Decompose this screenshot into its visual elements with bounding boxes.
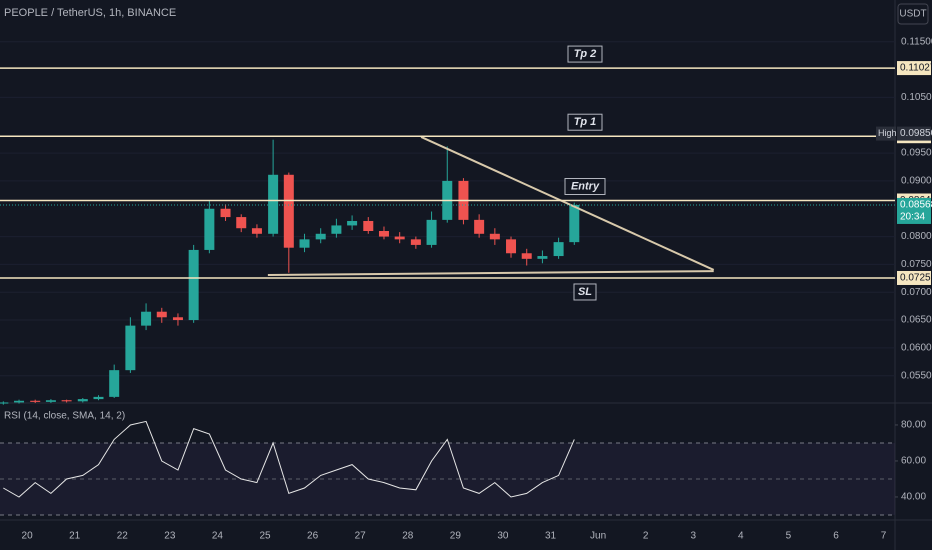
x-tick-label: 5	[786, 531, 792, 542]
candle-body	[331, 225, 342, 234]
x-tick-label: 20	[22, 531, 34, 542]
x-tick-label: 27	[355, 531, 367, 542]
high-price-box	[897, 126, 931, 141]
candle-body	[125, 325, 136, 371]
x-tick-label: Jun	[590, 531, 606, 542]
level-price-box	[897, 270, 931, 285]
candle-body	[489, 233, 500, 240]
y-tick-label: 40.00	[901, 492, 926, 503]
candle-body	[537, 256, 548, 259]
level-price-box	[897, 61, 931, 76]
currency-button[interactable]	[897, 3, 929, 25]
candle-body	[506, 239, 517, 254]
candle-body	[347, 220, 358, 226]
candle-body	[569, 204, 580, 243]
x-tick-label: 3	[690, 531, 696, 542]
x-tick-label: 23	[164, 531, 176, 542]
x-tick-label: 6	[833, 531, 839, 542]
candle-body	[188, 249, 199, 321]
rsi-title: RSI (14, close, SMA, 14, 2)	[4, 411, 125, 422]
candle-body	[45, 400, 56, 402]
candle-body	[61, 400, 72, 402]
candle-body	[363, 220, 374, 232]
level-price: 0.11027	[900, 63, 932, 74]
candle-body	[553, 242, 564, 257]
high-label: High	[878, 128, 897, 138]
trendline	[420, 136, 715, 271]
candle-body	[378, 231, 389, 237]
candle-body	[236, 217, 247, 229]
candle-body	[283, 174, 294, 248]
level-label: Tp 2	[574, 48, 597, 60]
x-tick-label: 22	[117, 531, 129, 542]
level-label: Entry	[571, 180, 600, 192]
candle-body	[77, 399, 88, 402]
candle-body	[410, 239, 421, 245]
symbol-title: PEOPLE / TetherUS, 1h, BINANCE	[4, 7, 176, 19]
rsi-line	[3, 420, 575, 498]
last-price-box	[897, 197, 931, 224]
countdown: 20:34	[900, 212, 925, 223]
candle-body	[521, 253, 532, 259]
high-box	[876, 126, 896, 141]
x-tick-label: 29	[450, 531, 462, 542]
candle-body	[299, 239, 310, 248]
level-label-box	[564, 177, 606, 195]
y-tick-label: 0.05500	[901, 370, 932, 381]
level-label: SL	[578, 286, 592, 298]
candle-body	[93, 396, 104, 400]
candle-body	[220, 208, 231, 218]
x-tick-label: 26	[307, 531, 319, 542]
x-tick-label: 7	[881, 531, 887, 542]
y-tick-label: 80.00	[901, 420, 926, 431]
candle-body	[394, 236, 405, 240]
level-label: Tp 1	[574, 116, 597, 128]
currency[interactable]: USDT	[899, 9, 926, 20]
last-price: 0.08568	[900, 200, 932, 211]
candle-body	[426, 219, 437, 245]
candle-body	[0, 402, 9, 404]
candle-body	[109, 370, 120, 397]
x-tick-label: 31	[545, 531, 557, 542]
x-tick-label: 2	[643, 531, 649, 542]
level-price: 0.07256	[900, 273, 932, 284]
candle-body	[30, 400, 41, 402]
y-tick-label: 60.00	[901, 456, 926, 467]
candle-body	[268, 174, 279, 234]
x-tick-label: 21	[69, 531, 81, 542]
x-tick-label: 25	[259, 531, 271, 542]
x-tick-label: 24	[212, 531, 224, 542]
level-label-box	[573, 283, 597, 301]
level-label-box	[567, 45, 603, 63]
candle-body	[14, 400, 25, 403]
x-tick-label: 30	[497, 531, 509, 542]
x-tick-label: 4	[738, 531, 744, 542]
candle-body	[156, 311, 167, 318]
candle-body	[172, 317, 183, 321]
candle-body	[141, 311, 152, 326]
trendline	[267, 270, 714, 276]
candle-body	[474, 219, 485, 234]
candle-body	[204, 208, 215, 250]
candle-body	[251, 228, 262, 234]
candle-body	[315, 233, 326, 240]
level-label-box	[567, 113, 603, 131]
x-tick-label: 28	[402, 531, 414, 542]
